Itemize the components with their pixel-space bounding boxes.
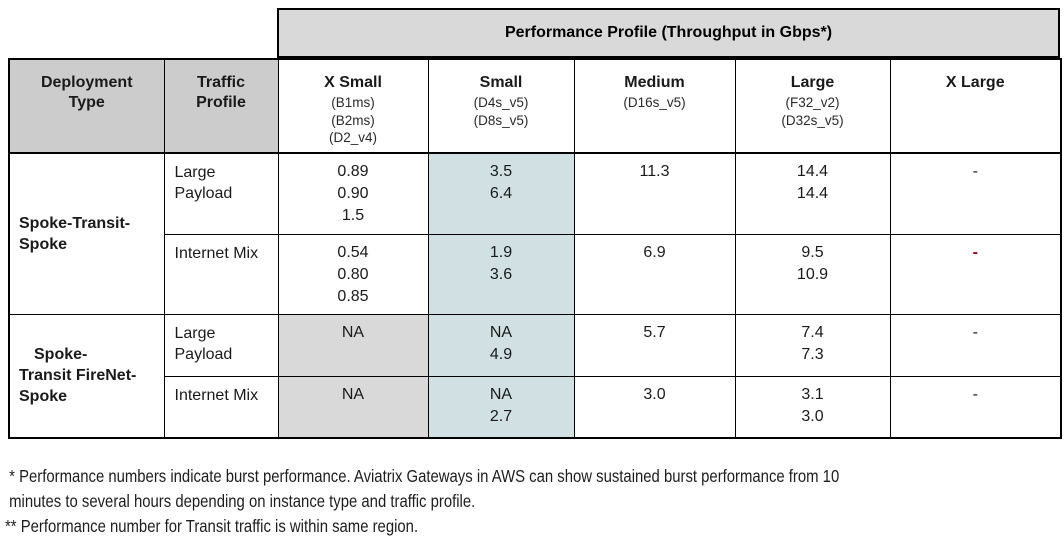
- footnote-transit-region: ** Performance number for Transit traffi…: [5, 515, 419, 536]
- col-header-small: Small (D4s_v5) (D8s_v5): [427, 58, 575, 154]
- table-row: Spoke-Transit- Spoke Large Payload 0.89 …: [8, 152, 1062, 315]
- deployment-group-spoke-transit-firenet-spoke: Spoke- Transit FireNet- Spoke: [8, 313, 165, 439]
- throughput-x-large-cell: -: [889, 233, 1062, 315]
- col-header-medium: Medium (D16s_v5): [573, 58, 736, 154]
- throughput-x-large-cell: -: [889, 375, 1062, 439]
- throughput-small-cell: NA 4.9: [427, 313, 575, 377]
- size-instances-x-small: (B1ms) (B2ms) (D2_v4): [328, 95, 377, 146]
- performance-table: Deployment Type Traffic Profile X Small …: [8, 58, 1062, 439]
- throughput-x-large-cell: -: [889, 152, 1062, 235]
- throughput-medium-cell: 5.7: [573, 313, 736, 377]
- size-name-medium: Medium: [624, 74, 685, 91]
- throughput-medium-cell: 6.9: [573, 233, 736, 315]
- throughput-x-small-cell: NA: [277, 375, 429, 439]
- col-header-deployment-type: Deployment Type: [8, 58, 165, 154]
- size-instances-small: (D4s_v5) (D8s_v5): [473, 95, 529, 128]
- throughput-large-cell: 3.1 3.0: [734, 375, 891, 439]
- traffic-profile-cell: Internet Mix: [163, 375, 279, 439]
- throughput-large-cell: 9.5 10.9: [734, 233, 891, 315]
- throughput-large-cell: 7.4 7.3: [734, 313, 891, 377]
- traffic-profile-cell: Internet Mix: [163, 233, 279, 315]
- size-name-x-large: X Large: [945, 74, 1005, 91]
- table-row: Internet Mix 0.54 0.80 0.85 1.9 3.6 6.9 …: [9, 233, 1062, 315]
- col-header-traffic-profile: Traffic Profile: [163, 58, 279, 154]
- throughput-large-cell: 14.4 14.4: [734, 152, 891, 235]
- deployment-group-spoke-transit-spoke: Spoke-Transit- Spoke: [8, 152, 165, 315]
- size-name-small: Small: [479, 74, 523, 91]
- throughput-medium-cell: 11.3: [573, 152, 736, 235]
- footnote-burst-performance: * Performance numbers indicate burst per…: [9, 466, 840, 511]
- col-header-x-large: X Large: [889, 58, 1062, 154]
- col-header-large: Large (F32_v2) (D32s_v5): [734, 58, 891, 154]
- throughput-x-large-cell: -: [889, 313, 1062, 377]
- throughput-medium-cell: 3.0: [573, 375, 736, 439]
- throughput-x-small-cell: 0.54 0.80 0.85: [277, 233, 429, 315]
- table-row: Spoke- Transit FireNet- Spoke Large Payl…: [8, 313, 1062, 439]
- performance-profile-banner: Performance Profile (Throughput in Gbps*…: [277, 8, 1060, 58]
- throughput-x-small-cell: NA: [277, 313, 429, 377]
- table-header-row: Deployment Type Traffic Profile X Small …: [8, 58, 1062, 154]
- throughput-small-cell: 3.5 6.4: [427, 152, 575, 235]
- throughput-x-small-cell: 0.89 0.90 1.5: [277, 152, 429, 235]
- table-row: Internet Mix NA NA 2.7 3.0 3.1 3.0 -: [9, 375, 1062, 439]
- col-header-x-small: X Small (B1ms) (B2ms) (D2_v4): [277, 58, 429, 154]
- throughput-small-cell: 1.9 3.6: [427, 233, 575, 315]
- footnotes: * Performance numbers indicate burst per…: [5, 464, 1059, 539]
- size-instances-large: (F32_v2) (D32s_v5): [781, 95, 844, 128]
- size-name-x-small: X Small: [324, 74, 382, 91]
- size-instances-medium: (D16s_v5): [623, 95, 686, 111]
- traffic-profile-cell: Large Payload: [163, 313, 279, 377]
- throughput-small-cell: NA 2.7: [427, 375, 575, 439]
- traffic-profile-cell: Large Payload: [163, 152, 279, 235]
- size-name-large: Large: [790, 74, 835, 91]
